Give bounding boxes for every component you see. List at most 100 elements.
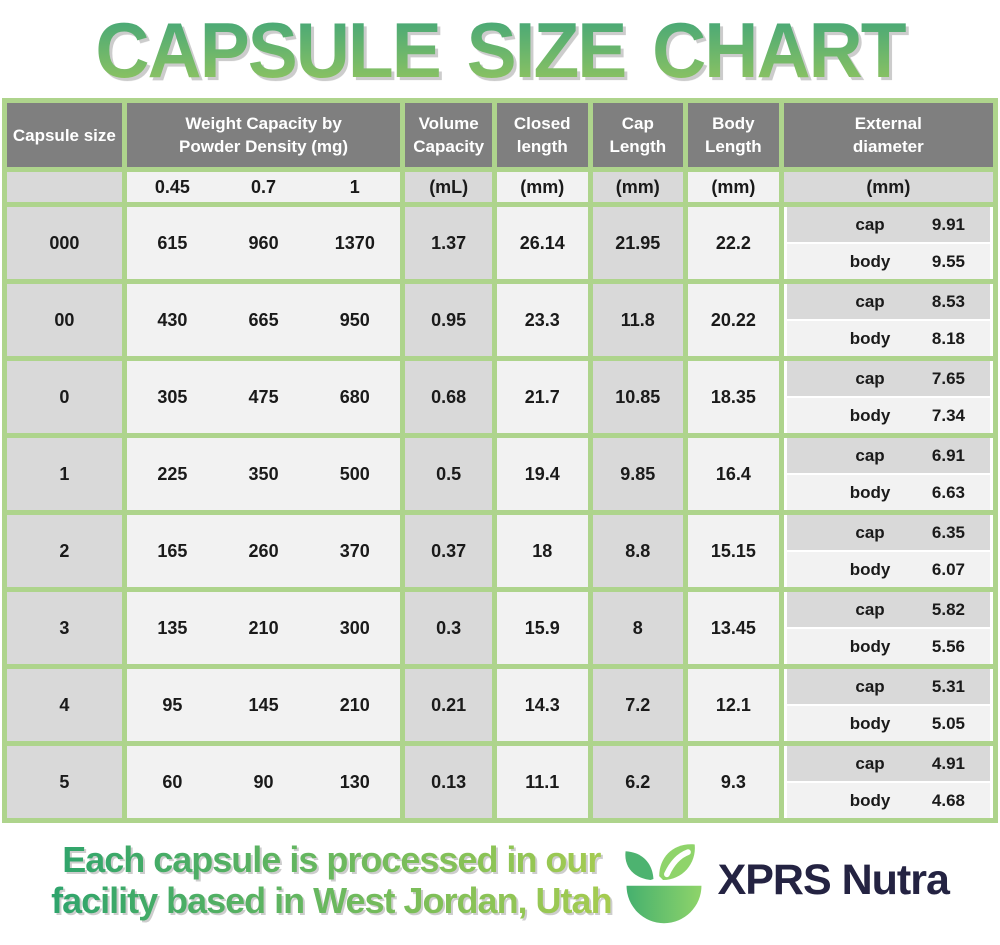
table-header-row: Capsule size Weight Capacity by Powder D… bbox=[7, 103, 993, 167]
table-row: 4 95 145 210 0.21 14.3 7.2 12.1 cap 5.31… bbox=[7, 669, 993, 741]
cap-diameter-value: 6.91 bbox=[931, 445, 965, 465]
footer-tagline-line1: Each capsule is processed in our bbox=[62, 839, 601, 880]
weight-capacity-cell: 615 960 1370 bbox=[126, 207, 401, 279]
cap-label: cap bbox=[855, 676, 885, 696]
cap-label: cap bbox=[855, 522, 885, 542]
col-header-external-line2: diameter bbox=[852, 137, 924, 156]
body-label: body bbox=[849, 790, 891, 810]
external-diameter-body-row: body 5.05 bbox=[786, 706, 990, 741]
col-header-volume-line1: Volume bbox=[418, 114, 479, 133]
cap-diameter-value: 5.31 bbox=[931, 676, 965, 696]
col-header-volume-line2: Capacity bbox=[413, 137, 485, 156]
footer-tagline: Each capsule is processed in our facilit… bbox=[51, 839, 611, 921]
col-header-weight-line1: Weight Capacity by bbox=[185, 114, 342, 133]
col-header-cap-line2: Length bbox=[609, 137, 667, 156]
cap-length-cell: 7.2 bbox=[592, 669, 684, 741]
unit-ml-label: (mL) bbox=[405, 172, 492, 202]
density-1-label: 1 bbox=[349, 176, 360, 197]
table-row: 0 305 475 680 0.68 21.7 10.85 18.35 cap … bbox=[7, 361, 993, 433]
density-07-label: 0.7 bbox=[251, 176, 277, 197]
capsule-size-cell: 3 bbox=[7, 592, 122, 664]
weight-at-1-value: 1370 bbox=[334, 232, 375, 253]
volume-capacity-cell: 0.21 bbox=[405, 669, 492, 741]
body-diameter-value: 5.05 bbox=[931, 713, 965, 733]
body-length-cell: 22.2 bbox=[688, 207, 779, 279]
external-diameter-cell: cap 6.35 body 6.07 bbox=[783, 515, 993, 587]
body-length-cell: 16.4 bbox=[688, 438, 779, 510]
table-row: 000 615 960 1370 1.37 26.14 21.95 22.2 c… bbox=[7, 207, 993, 279]
table-row: 1 225 350 500 0.5 19.4 9.85 16.4 cap 6.9… bbox=[7, 438, 993, 510]
weight-capacity-cell: 430 665 950 bbox=[126, 284, 401, 356]
body-length-cell: 15.15 bbox=[688, 515, 779, 587]
cap-label: cap bbox=[855, 214, 885, 234]
capsule-size-cell: 00 bbox=[7, 284, 122, 356]
col-header-body-line1: Body bbox=[712, 114, 755, 133]
body-diameter-value: 6.07 bbox=[931, 559, 965, 579]
col-header-closed-line1: Closed bbox=[513, 114, 571, 133]
capsule-size-cell: 4 bbox=[7, 669, 122, 741]
external-diameter-body-row: body 9.55 bbox=[786, 244, 990, 279]
cap-diameter-value: 5.82 bbox=[931, 599, 965, 619]
weight-capacity-cell: 135 210 300 bbox=[126, 592, 401, 664]
table-row: 5 60 90 130 0.13 11.1 6.2 9.3 cap 4.91 b… bbox=[7, 746, 993, 818]
external-diameter-cap-row: cap 7.65 bbox=[786, 361, 990, 396]
weight-at-07-value: 475 bbox=[248, 386, 279, 407]
unit-mm-body-label: (mm) bbox=[688, 172, 779, 202]
col-header-weight-line2: Powder Density (mg) bbox=[179, 137, 349, 156]
unit-mm-cap-label: (mm) bbox=[592, 172, 684, 202]
density-045-label: 0.45 bbox=[154, 176, 190, 197]
weight-at-07-value: 260 bbox=[248, 540, 279, 561]
col-header-body-line2: Length bbox=[705, 137, 762, 156]
table-units-row: 0.45 0.7 1 (mL) (mm) (mm) (mm) (mm) bbox=[7, 172, 993, 202]
cap-length-cell: 9.85 bbox=[592, 438, 684, 510]
col-header-closed-line2: length bbox=[516, 137, 568, 156]
weight-at-1-value: 500 bbox=[339, 463, 370, 484]
volume-capacity-cell: 1.37 bbox=[405, 207, 492, 279]
body-label: body bbox=[849, 559, 891, 579]
capsule-size-cell: 2 bbox=[7, 515, 122, 587]
cap-diameter-value: 8.53 bbox=[931, 291, 965, 311]
weight-at-07-value: 350 bbox=[248, 463, 279, 484]
body-length-cell: 18.35 bbox=[688, 361, 779, 433]
closed-length-cell: 18 bbox=[496, 515, 588, 587]
weight-at-1-value: 370 bbox=[339, 540, 370, 561]
weight-capacity-cell: 305 475 680 bbox=[126, 361, 401, 433]
external-diameter-cap-row: cap 6.91 bbox=[786, 438, 990, 473]
cap-label: cap bbox=[855, 599, 885, 619]
body-diameter-value: 5.56 bbox=[931, 636, 965, 656]
external-diameter-cap-row: cap 6.35 bbox=[786, 515, 990, 550]
weight-at-07-value: 210 bbox=[248, 617, 279, 638]
table-row: 2 165 260 370 0.37 18 8.8 15.15 cap 6.35… bbox=[7, 515, 993, 587]
col-header-closed-length: Closed length bbox=[496, 103, 588, 167]
weight-at-045-value: 615 bbox=[157, 232, 188, 253]
unit-mm-closed-label: (mm) bbox=[496, 172, 588, 202]
closed-length-cell: 23.3 bbox=[496, 284, 588, 356]
capsule-size-table: Capsule size Weight Capacity by Powder D… bbox=[2, 98, 998, 823]
external-diameter-cap-row: cap 9.91 bbox=[786, 207, 990, 242]
capsule-size-cell: 0 bbox=[7, 361, 122, 433]
body-length-cell: 12.1 bbox=[688, 669, 779, 741]
weight-at-1-value: 300 bbox=[339, 617, 370, 638]
body-diameter-value: 6.63 bbox=[931, 482, 965, 502]
body-diameter-value: 4.68 bbox=[931, 790, 965, 810]
weight-at-045-value: 225 bbox=[157, 463, 188, 484]
volume-capacity-cell: 0.3 bbox=[405, 592, 492, 664]
closed-length-cell: 21.7 bbox=[496, 361, 588, 433]
weight-at-07-value: 90 bbox=[253, 771, 274, 792]
weight-at-045-value: 60 bbox=[162, 771, 183, 792]
body-diameter-value: 9.55 bbox=[931, 251, 965, 271]
external-diameter-body-row: body 6.63 bbox=[786, 475, 990, 510]
closed-length-cell: 26.14 bbox=[496, 207, 588, 279]
cap-label: cap bbox=[855, 368, 885, 388]
body-label: body bbox=[849, 636, 891, 656]
weight-at-07-value: 145 bbox=[248, 694, 279, 715]
closed-length-cell: 15.9 bbox=[496, 592, 588, 664]
table-row: 00 430 665 950 0.95 23.3 11.8 20.22 cap … bbox=[7, 284, 993, 356]
cap-length-cell: 10.85 bbox=[592, 361, 684, 433]
closed-length-cell: 11.1 bbox=[496, 746, 588, 818]
external-diameter-body-row: body 4.68 bbox=[786, 783, 990, 818]
footer-tagline-line2: facility based in West Jordan, Utah bbox=[51, 880, 612, 921]
external-diameter-body-row: body 5.56 bbox=[786, 629, 990, 664]
external-diameter-cell: cap 5.31 body 5.05 bbox=[783, 669, 993, 741]
